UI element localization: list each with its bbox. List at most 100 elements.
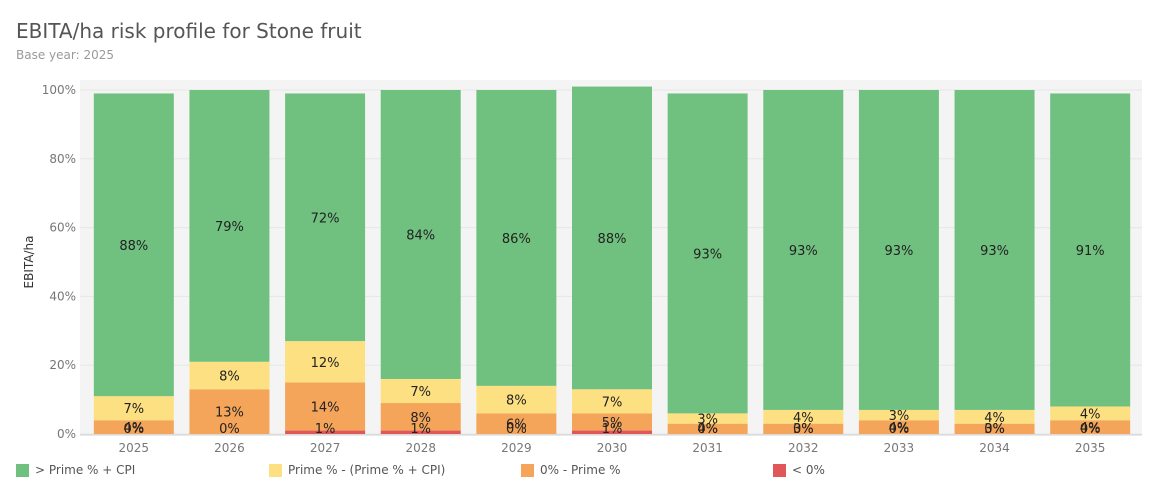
data-label: 3% bbox=[697, 413, 718, 428]
data-label: 4% bbox=[889, 421, 910, 436]
legend-swatch bbox=[269, 463, 282, 477]
bar-segment[interactable] bbox=[763, 90, 844, 410]
bar-segment[interactable] bbox=[189, 90, 270, 362]
bar-segment[interactable] bbox=[667, 413, 748, 424]
x-tick-label: 2033 bbox=[884, 441, 915, 455]
data-label: 4% bbox=[697, 422, 718, 437]
data-label: 84% bbox=[406, 228, 435, 243]
bar-segment[interactable] bbox=[572, 413, 652, 431]
data-label: 72% bbox=[311, 211, 340, 226]
label-layer: 0%4%7%88%0%13%8%79%1%14%12%72%1%8%7%84%0… bbox=[119, 211, 1104, 437]
bar-segment[interactable] bbox=[285, 341, 366, 383]
data-label: 8% bbox=[506, 394, 527, 409]
data-label: 88% bbox=[598, 232, 627, 247]
bar-segment[interactable] bbox=[285, 93, 366, 342]
bar-segment[interactable] bbox=[93, 420, 174, 434]
bar-segment[interactable] bbox=[763, 409, 844, 424]
data-label: 7% bbox=[124, 402, 145, 417]
legend: > Prime % + CPI Prime % - (Prime % + CPI)… bbox=[0, 463, 1150, 487]
data-label: 4% bbox=[1080, 407, 1101, 422]
legend-swatch bbox=[521, 463, 534, 477]
data-label: 0% bbox=[506, 422, 527, 437]
data-label: 4% bbox=[124, 421, 145, 436]
data-label: 0% bbox=[219, 422, 240, 437]
y-tick-label: 100% bbox=[42, 83, 76, 97]
legend-item[interactable]: Prime % - (Prime % + CPI) bbox=[269, 463, 445, 477]
data-label: 7% bbox=[410, 385, 431, 400]
legend-label: Prime % - (Prime % + CPI) bbox=[288, 463, 446, 477]
bar-segment[interactable] bbox=[476, 385, 557, 414]
bar-segment[interactable] bbox=[476, 413, 557, 434]
data-label: 5% bbox=[602, 416, 623, 431]
y-tick-label: 40% bbox=[49, 289, 76, 303]
bar-segment[interactable] bbox=[189, 389, 270, 434]
data-label: 4% bbox=[1080, 421, 1101, 436]
legend-label: > Prime % + CPI bbox=[35, 463, 136, 477]
data-label: 86% bbox=[502, 232, 531, 247]
x-tick-label: 2027 bbox=[310, 441, 341, 455]
bar-segment[interactable] bbox=[1050, 420, 1131, 434]
data-label: 93% bbox=[693, 247, 722, 262]
chart-title: EBITA/ha risk profile for Stone fruit bbox=[16, 19, 362, 43]
data-label: 88% bbox=[119, 239, 148, 254]
y-tick-label: 80% bbox=[49, 152, 76, 166]
bar-segment[interactable] bbox=[380, 403, 461, 431]
data-label: 3% bbox=[793, 422, 814, 437]
y-axis-label: EBITA/ha bbox=[22, 236, 36, 289]
legend-item[interactable]: 0% - Prime % bbox=[521, 463, 621, 477]
data-label: 6% bbox=[506, 418, 527, 433]
data-label: 93% bbox=[884, 244, 913, 259]
data-label: 4% bbox=[984, 411, 1005, 426]
x-tick-label: 2034 bbox=[979, 441, 1010, 455]
bar-segment[interactable] bbox=[954, 409, 1035, 424]
x-tick-label: 2030 bbox=[597, 441, 628, 455]
bar-segment[interactable] bbox=[285, 382, 366, 431]
x-tick-label: 2026 bbox=[214, 441, 245, 455]
bar-segment[interactable] bbox=[380, 90, 461, 379]
bar-segment[interactable] bbox=[285, 430, 366, 434]
data-label: 1% bbox=[410, 422, 431, 437]
bar-segment[interactable] bbox=[858, 409, 939, 421]
x-tick-label: 2032 bbox=[788, 441, 819, 455]
data-label: 12% bbox=[311, 356, 340, 371]
data-label: 91% bbox=[1076, 244, 1105, 259]
bar-segment[interactable] bbox=[667, 423, 748, 434]
data-label: 4% bbox=[793, 411, 814, 426]
bar-segment[interactable] bbox=[763, 423, 844, 434]
bar-segment[interactable] bbox=[572, 389, 652, 414]
bar-layer bbox=[93, 86, 1131, 434]
y-tick-label: 20% bbox=[49, 358, 76, 372]
legend-label: 0% - Prime % bbox=[540, 463, 621, 477]
data-label: 3% bbox=[984, 422, 1005, 437]
x-tick-label: 2035 bbox=[1075, 441, 1106, 455]
bar-segment[interactable] bbox=[572, 430, 652, 434]
legend-item[interactable]: < 0% bbox=[773, 463, 825, 477]
bar-segment[interactable] bbox=[93, 93, 174, 397]
bar-segment[interactable] bbox=[189, 361, 270, 390]
bar-segment[interactable] bbox=[954, 423, 1035, 434]
data-label: 0% bbox=[124, 422, 145, 437]
bar-segment[interactable] bbox=[858, 420, 939, 434]
bar-segment[interactable] bbox=[93, 396, 174, 421]
bar-segment[interactable] bbox=[1050, 406, 1131, 421]
bar-segment[interactable] bbox=[476, 90, 557, 386]
bar-segment[interactable] bbox=[667, 93, 748, 414]
data-label: 3% bbox=[889, 409, 910, 424]
data-label: 0% bbox=[889, 422, 910, 437]
bar-segment[interactable] bbox=[858, 90, 939, 410]
data-label: 93% bbox=[980, 244, 1009, 259]
stacked-bar-chart: 0%4%7%88%0%13%8%79%1%14%12%72%1%8%7%84%0… bbox=[22, 80, 1142, 455]
data-label: 0% bbox=[1080, 422, 1101, 437]
data-label: 8% bbox=[410, 411, 431, 426]
legend-swatch bbox=[16, 463, 29, 477]
bar-segment[interactable] bbox=[572, 86, 652, 390]
bar-segment[interactable] bbox=[1050, 93, 1131, 407]
bar-segment[interactable] bbox=[380, 378, 461, 404]
legend-item[interactable]: > Prime % + CPI bbox=[16, 463, 135, 477]
bar-segment[interactable] bbox=[954, 90, 1035, 410]
y-tick-label: 0% bbox=[57, 427, 76, 441]
data-label: 14% bbox=[311, 400, 340, 415]
legend-label: < 0% bbox=[792, 463, 825, 477]
chart-subtitle: Base year: 2025 bbox=[16, 48, 114, 62]
bar-segment[interactable] bbox=[380, 430, 461, 434]
